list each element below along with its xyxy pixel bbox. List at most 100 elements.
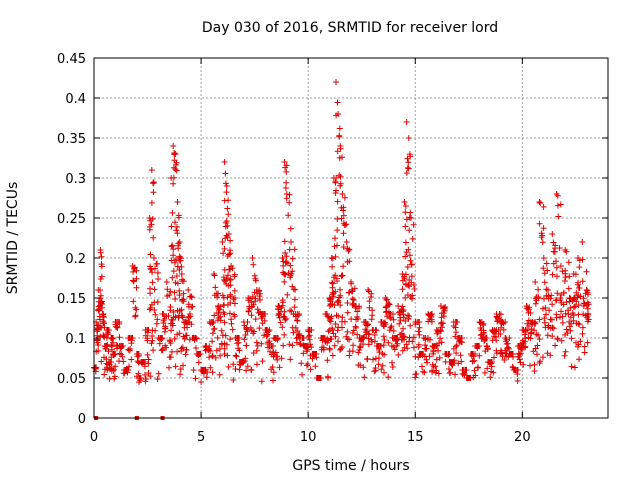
data-point [151,307,158,313]
data-point [159,346,166,353]
data-point [446,370,453,377]
data-point [365,287,372,293]
data-point [497,319,504,325]
data-point [172,161,179,168]
data-point [332,333,339,340]
data-point [154,376,161,383]
data-point [561,278,568,284]
data-point [524,326,531,333]
data-point [491,354,497,361]
data-point [563,326,570,333]
data-point [289,283,296,290]
data-point [408,215,414,221]
data-point [458,339,465,346]
data-point [264,331,271,338]
data-point [273,353,279,360]
data-point [166,337,173,344]
data-point [270,335,277,341]
data-point [231,287,238,294]
data-point [177,371,184,378]
data-point [221,345,228,352]
data-point [352,323,359,330]
data-point [142,327,149,333]
data-point [159,311,166,317]
data-point [369,327,376,333]
data-point [276,303,283,310]
data-point [436,340,442,347]
data-point [214,334,221,341]
data-point [212,354,219,361]
data-point [349,296,356,303]
data-point [540,203,547,210]
data-point [224,294,231,301]
data-point [95,287,102,293]
data-point [172,313,179,320]
data-point [288,270,295,277]
data-point [395,351,402,358]
data-point [336,132,343,139]
y-tick-label: 0.15 [57,292,86,307]
data-point [441,304,448,311]
data-point [284,291,291,298]
data-point [560,289,567,296]
data-point [152,265,158,272]
data-point [541,315,548,322]
data-point [97,247,104,253]
data-point [401,199,408,205]
data-point [300,350,307,357]
data-point [174,331,181,338]
data-point [541,279,548,286]
data-point [580,303,587,309]
data-point [245,295,252,301]
data-point [276,314,283,321]
data-point [390,316,397,323]
data-point [554,273,560,280]
data-point [554,202,561,209]
data-point [354,308,361,315]
data-point [579,256,586,263]
data-point [147,290,154,297]
data-point [232,335,239,341]
data-point [570,271,577,277]
data-point [421,369,428,376]
data-point [492,333,499,340]
data-point [348,279,354,285]
data-point [554,336,561,343]
data-point [215,303,222,309]
data-point [544,267,551,274]
data-point [482,348,489,355]
data-point [371,338,378,345]
data-point [289,342,296,349]
data-point [248,366,255,373]
data-point [202,366,209,373]
data-point [575,341,582,348]
data-point [559,313,566,320]
data-point [386,327,393,334]
data-point [277,319,284,326]
data-point [178,263,185,270]
data-point [181,324,188,331]
y-tick-label: 0.05 [57,372,86,387]
data-point [150,180,157,187]
data-point [253,287,260,293]
data-point [453,343,459,350]
data-point [514,378,521,384]
data-point [254,306,261,313]
data-point [324,357,331,364]
data-point [227,237,234,244]
data-point [287,356,294,363]
data-point [250,301,257,308]
data-point [221,319,228,326]
data-point [455,360,462,367]
data-point [531,368,538,374]
data-point [116,334,123,341]
data-point [562,310,569,317]
data-point [546,307,553,314]
data-point [183,332,190,339]
data-point [305,333,312,340]
data-point [337,143,344,149]
data-point [236,366,243,373]
data-point [280,342,287,349]
data-point [225,363,232,370]
